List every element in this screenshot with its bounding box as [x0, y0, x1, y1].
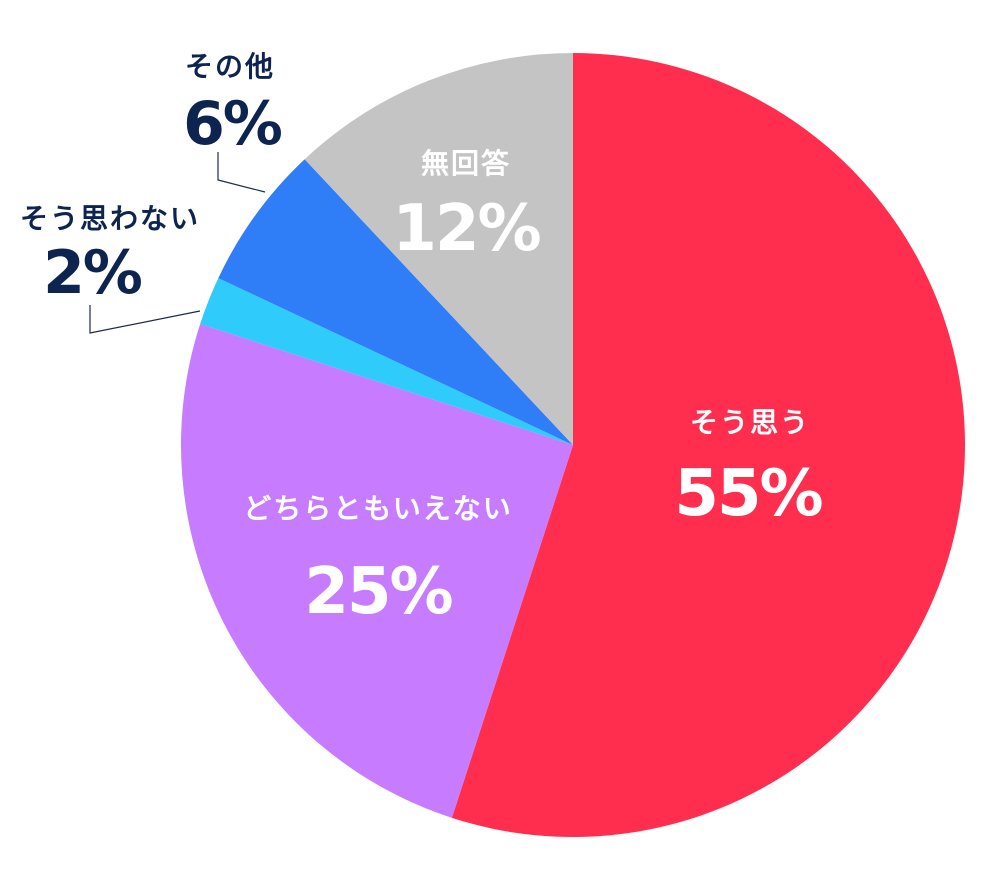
leader-lines	[89, 152, 266, 334]
slice-labels: そう思う 55% どちらともいえない 25% 無回答 12% その他 6% そう…	[20, 50, 824, 629]
slice-label-soomou: そう思う	[690, 406, 810, 439]
slice-label-soomowanai: そう思わない	[20, 202, 200, 235]
pie-slices	[181, 53, 966, 837]
slice-label-dochiratomo: どちらともいえない	[243, 492, 512, 525]
leader-line-soomowanai	[89, 305, 201, 334]
slice-label-mukaito: 無回答	[421, 147, 511, 180]
leader-line-sonota	[217, 152, 266, 193]
slice-value-dochiratomo: 25%	[304, 555, 452, 629]
pie-slice-soomowanai	[200, 278, 573, 445]
pie-slice-soomou	[451, 53, 966, 837]
slice-label-sonota: その他	[185, 50, 275, 83]
pie-slice-sonota	[218, 159, 573, 445]
slice-value-sonota: 6%	[183, 89, 282, 159]
pie-slice-mukaito	[304, 53, 573, 445]
slice-value-soomowanai: 2%	[43, 238, 142, 308]
slice-value-mukaito: 12%	[392, 192, 540, 266]
pie-slice-dochiratomo	[181, 323, 574, 818]
slice-value-soomou: 55%	[674, 457, 822, 531]
